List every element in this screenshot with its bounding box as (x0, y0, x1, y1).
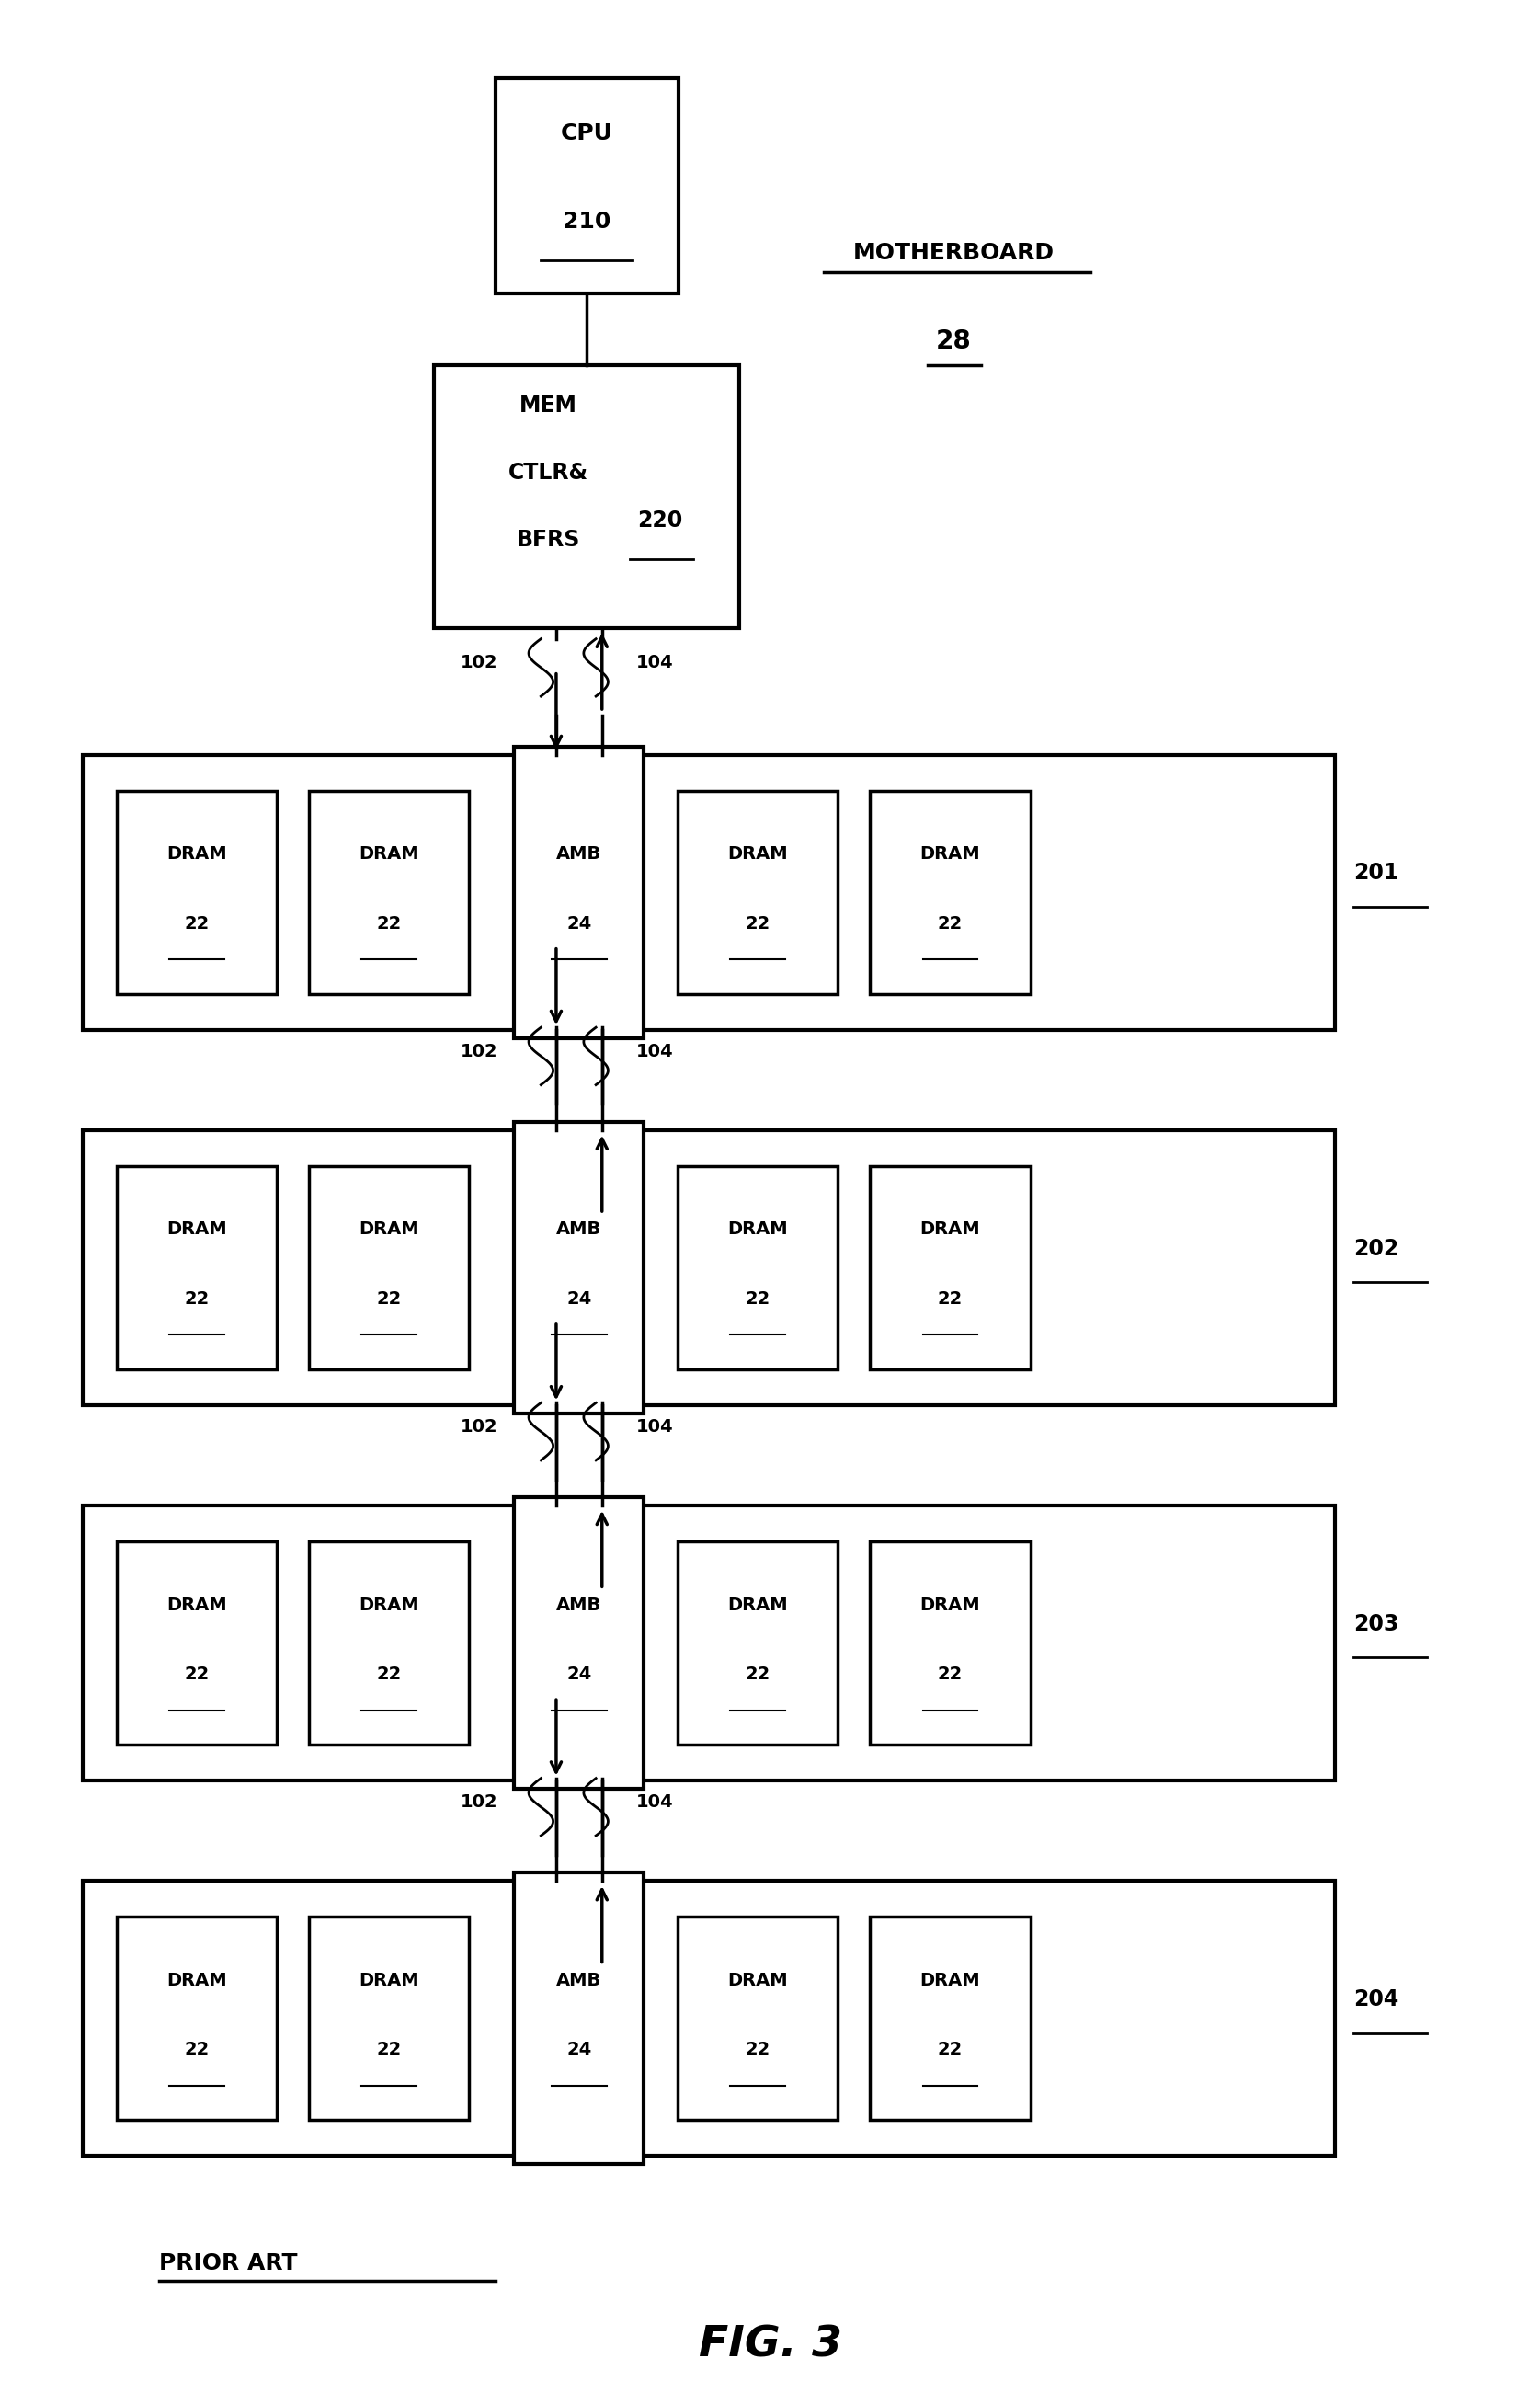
Text: PRIOR ART: PRIOR ART (159, 2253, 297, 2274)
Text: 22: 22 (938, 1291, 962, 1308)
Text: DRAM: DRAM (359, 1221, 419, 1238)
Text: DRAM: DRAM (727, 846, 788, 863)
Text: 22: 22 (376, 914, 402, 933)
FancyBboxPatch shape (310, 1166, 470, 1370)
FancyBboxPatch shape (870, 1916, 1030, 2120)
Text: CPU: CPU (561, 123, 613, 144)
Text: 22: 22 (745, 1291, 770, 1308)
Text: DRAM: DRAM (919, 1971, 981, 1988)
Text: AMB: AMB (556, 1596, 602, 1613)
FancyBboxPatch shape (117, 791, 277, 993)
FancyBboxPatch shape (678, 1541, 838, 1745)
FancyBboxPatch shape (310, 1541, 470, 1745)
Text: 22: 22 (376, 1666, 402, 1683)
FancyBboxPatch shape (83, 755, 1335, 1029)
Text: 102: 102 (460, 1043, 497, 1060)
Text: 22: 22 (183, 1666, 209, 1683)
Text: 204: 204 (1354, 1988, 1398, 2010)
FancyBboxPatch shape (117, 1541, 277, 1745)
Text: MEM: MEM (519, 394, 578, 416)
Text: 203: 203 (1354, 1613, 1398, 1635)
Text: 22: 22 (183, 914, 209, 933)
FancyBboxPatch shape (310, 1916, 470, 2120)
Text: 102: 102 (460, 1793, 497, 1810)
Text: DRAM: DRAM (919, 1221, 981, 1238)
Text: DRAM: DRAM (359, 1596, 419, 1613)
Text: 220: 220 (638, 510, 682, 531)
Text: DRAM: DRAM (166, 1971, 226, 1988)
Text: AMB: AMB (556, 1221, 602, 1238)
FancyBboxPatch shape (870, 791, 1030, 993)
FancyBboxPatch shape (678, 1166, 838, 1370)
Text: 22: 22 (183, 2041, 209, 2058)
Text: BFRS: BFRS (516, 529, 581, 551)
Text: 104: 104 (636, 1793, 673, 1810)
Text: AMB: AMB (556, 846, 602, 863)
Text: 104: 104 (636, 1418, 673, 1435)
FancyBboxPatch shape (514, 1873, 644, 2164)
FancyBboxPatch shape (870, 1166, 1030, 1370)
Text: 22: 22 (745, 2041, 770, 2058)
Text: 22: 22 (938, 914, 962, 933)
Text: DRAM: DRAM (919, 1596, 981, 1613)
FancyBboxPatch shape (117, 1166, 277, 1370)
FancyBboxPatch shape (678, 791, 838, 993)
Text: 22: 22 (938, 2041, 962, 2058)
Text: 210: 210 (562, 212, 611, 233)
Text: MOTHERBOARD: MOTHERBOARD (853, 243, 1053, 264)
FancyBboxPatch shape (83, 1130, 1335, 1406)
Text: 102: 102 (460, 654, 497, 671)
FancyBboxPatch shape (434, 365, 739, 627)
Text: 202: 202 (1354, 1238, 1398, 1260)
Text: DRAM: DRAM (359, 846, 419, 863)
Text: 104: 104 (636, 1043, 673, 1060)
FancyBboxPatch shape (514, 1123, 644, 1414)
Text: 28: 28 (935, 329, 972, 353)
Text: 22: 22 (183, 1291, 209, 1308)
Text: 22: 22 (376, 2041, 402, 2058)
Text: DRAM: DRAM (727, 1596, 788, 1613)
Text: DRAM: DRAM (166, 1596, 226, 1613)
Text: 102: 102 (460, 1418, 497, 1435)
Text: 24: 24 (567, 1666, 591, 1683)
Text: DRAM: DRAM (727, 1221, 788, 1238)
Text: DRAM: DRAM (919, 846, 981, 863)
FancyBboxPatch shape (678, 1916, 838, 2120)
FancyBboxPatch shape (117, 1916, 277, 2120)
Text: 24: 24 (567, 914, 591, 933)
FancyBboxPatch shape (514, 748, 644, 1039)
Text: 24: 24 (567, 2041, 591, 2058)
Text: DRAM: DRAM (166, 846, 226, 863)
Text: 22: 22 (938, 1666, 962, 1683)
Text: CTLR&: CTLR& (508, 462, 588, 483)
Text: 22: 22 (745, 914, 770, 933)
FancyBboxPatch shape (494, 77, 678, 293)
Text: DRAM: DRAM (166, 1221, 226, 1238)
Text: 22: 22 (376, 1291, 402, 1308)
FancyBboxPatch shape (83, 1880, 1335, 2156)
Text: 104: 104 (636, 654, 673, 671)
Text: 201: 201 (1354, 863, 1398, 885)
Text: FIG. 3: FIG. 3 (698, 2325, 842, 2366)
Text: DRAM: DRAM (727, 1971, 788, 1988)
FancyBboxPatch shape (514, 1498, 644, 1789)
Text: DRAM: DRAM (359, 1971, 419, 1988)
Text: 22: 22 (745, 1666, 770, 1683)
Text: 24: 24 (567, 1291, 591, 1308)
FancyBboxPatch shape (83, 1505, 1335, 1781)
FancyBboxPatch shape (870, 1541, 1030, 1745)
FancyBboxPatch shape (310, 791, 470, 993)
Text: AMB: AMB (556, 1971, 602, 1988)
